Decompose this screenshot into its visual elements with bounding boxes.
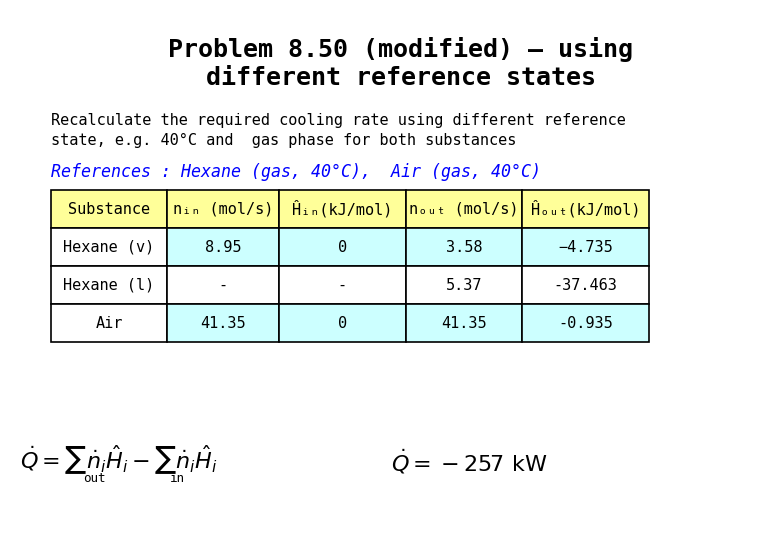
Text: −4.735: −4.735 (558, 240, 613, 254)
FancyBboxPatch shape (51, 266, 168, 304)
Text: 41.35: 41.35 (441, 315, 487, 330)
FancyBboxPatch shape (51, 228, 168, 266)
FancyBboxPatch shape (168, 190, 279, 228)
Text: 5.37: 5.37 (445, 278, 482, 293)
Text: Hexane (v): Hexane (v) (63, 240, 154, 254)
Text: Problem 8.50 (modified) – using: Problem 8.50 (modified) – using (168, 37, 633, 63)
Text: out: out (83, 471, 106, 484)
Text: different reference states: different reference states (206, 66, 596, 90)
FancyBboxPatch shape (168, 304, 279, 342)
FancyBboxPatch shape (406, 228, 523, 266)
Text: Recalculate the required cooling rate using different reference: Recalculate the required cooling rate us… (51, 112, 626, 127)
Text: -: - (338, 278, 347, 293)
FancyBboxPatch shape (168, 266, 279, 304)
Text: $\dot{Q} = -257\ \mathrm{kW}$: $\dot{Q} = -257\ \mathrm{kW}$ (391, 448, 547, 476)
Text: nₒᵤₜ (mol/s): nₒᵤₜ (mol/s) (410, 201, 519, 217)
Text: 41.35: 41.35 (200, 315, 246, 330)
FancyBboxPatch shape (523, 190, 649, 228)
Text: 0: 0 (338, 240, 347, 254)
Text: 0: 0 (338, 315, 347, 330)
FancyBboxPatch shape (168, 228, 279, 266)
FancyBboxPatch shape (523, 304, 649, 342)
Text: References : Hexane (gas, 40°C),  Air (gas, 40°C): References : Hexane (gas, 40°C), Air (ga… (51, 163, 541, 181)
Text: Ĥₒᵤₜ(kJ/mol): Ĥₒᵤₜ(kJ/mol) (530, 200, 640, 218)
Text: nᵢₙ (mol/s): nᵢₙ (mol/s) (173, 201, 274, 217)
Text: $\dot{Q} = \sum \dot{n}_i \hat{H}_i - \sum \dot{n}_i \hat{H}_i$: $\dot{Q} = \sum \dot{n}_i \hat{H}_i - \s… (20, 443, 218, 477)
FancyBboxPatch shape (523, 266, 649, 304)
Text: in: in (169, 471, 185, 484)
Text: Air: Air (95, 315, 122, 330)
FancyBboxPatch shape (279, 190, 406, 228)
Text: Substance: Substance (68, 201, 150, 217)
FancyBboxPatch shape (279, 266, 406, 304)
FancyBboxPatch shape (279, 228, 406, 266)
FancyBboxPatch shape (523, 228, 649, 266)
Text: -: - (218, 278, 228, 293)
FancyBboxPatch shape (51, 304, 168, 342)
Text: -37.463: -37.463 (554, 278, 618, 293)
Text: -0.935: -0.935 (558, 315, 613, 330)
FancyBboxPatch shape (406, 190, 523, 228)
FancyBboxPatch shape (279, 304, 406, 342)
FancyBboxPatch shape (51, 190, 168, 228)
Text: state, e.g. 40°C and  gas phase for both substances: state, e.g. 40°C and gas phase for both … (51, 132, 516, 147)
Text: Ĥᵢₙ(kJ/mol): Ĥᵢₙ(kJ/mol) (292, 200, 392, 218)
FancyBboxPatch shape (406, 304, 523, 342)
FancyBboxPatch shape (406, 266, 523, 304)
Text: 3.58: 3.58 (445, 240, 482, 254)
Text: Hexane (l): Hexane (l) (63, 278, 154, 293)
Text: 8.95: 8.95 (205, 240, 242, 254)
